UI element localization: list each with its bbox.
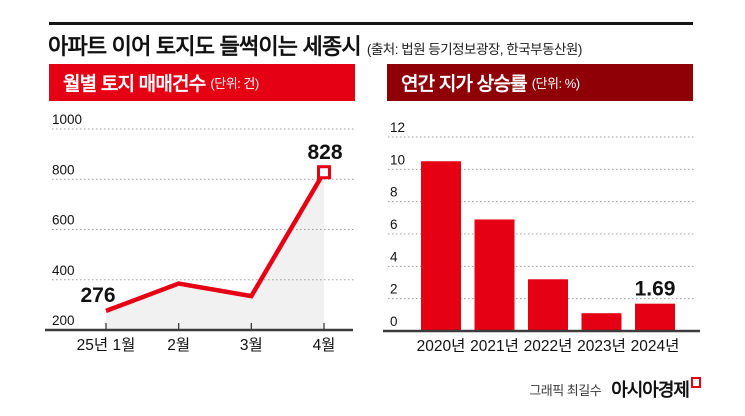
line-chart-title: 월별 토지 매매건수 [63,74,206,95]
x-tick-label: 2022년 [524,337,573,355]
page-title: 아파트 이어 토지도 들썩이는 세종시 (출처: 법원 등기정보광장, 한국부동산… [48,29,582,61]
bar [528,279,568,331]
value-label: 1.69 [635,278,676,301]
line-chart-header: 월별 토지 매매건수 (단위: 건) [49,64,355,101]
x-tick-label: 3월 [240,336,263,354]
brand-logo-mark [691,377,701,388]
bar [421,161,461,331]
x-tick-label: 25년 1월 [77,336,136,354]
line-chart-unit: (단위: 건) [210,76,259,91]
line-area-fill [106,172,325,330]
y-tick-label: 600 [52,213,75,228]
y-tick-label: 12 [390,120,405,135]
x-tick-label: 2020년 [417,337,466,355]
bar [635,303,675,331]
x-tick-label: 2월 [167,336,190,354]
y-tick-label: 2 [390,282,398,297]
data-line [105,171,326,314]
bar-chart: 0 2 4 6 8 10 12 2020년 2021년 2022년 2023년 2024년 1.69 [383,120,700,355]
y-tick-label: 4 [390,249,398,264]
y-tick-label: 1000 [52,112,82,127]
title-source: (출처: 법원 등기정보광장, 한국부동산원) [366,42,582,57]
y-tick-label: 800 [52,162,75,177]
end-marker [317,165,332,180]
value-label: 276 [80,284,115,307]
y-tick-label: 6 [390,217,398,232]
bar [581,313,622,331]
y-tick-label: 8 [390,185,398,200]
title-text: 아파트 이어 토지도 들썩이는 세종시 [48,34,362,59]
bar [474,219,515,331]
x-tick-label: 4월 [313,336,336,354]
x-tick-label: 2023년 [577,337,626,355]
x-tick-label: 2024년 [631,337,680,355]
footer-credit: 그래픽 최길수 아시아경제 [529,376,701,402]
title-rule [49,22,693,25]
bar-chart-header: 연간 지가 상승률 (단위: %) [387,64,693,101]
brand-logo: 아시아경제 [611,380,690,400]
x-tick-label: 2021년 [470,337,519,355]
graphic-credit: 그래픽 최길수 [529,382,602,398]
y-tick-label: 10 [390,152,405,167]
bar-chart-unit: (단위: %) [531,76,580,91]
y-tick-label: 200 [52,313,75,328]
bar-chart-title: 연간 지가 상승률 [401,74,528,95]
y-tick-label: 0 [390,314,398,329]
value-label: 828 [307,141,342,164]
line-chart: 200 400 600 800 1000 25년 1월 2월 3월 4월 276 828 [45,112,356,354]
y-tick-label: 400 [52,263,75,278]
